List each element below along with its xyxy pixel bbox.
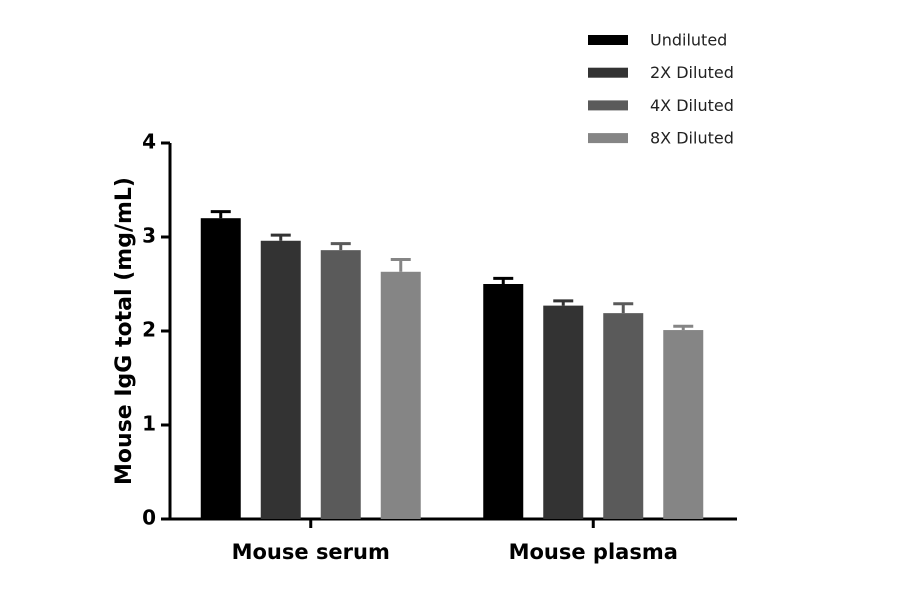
x-tick-label: Mouse plasma — [509, 540, 678, 564]
y-tick-label: 3 — [142, 224, 156, 248]
bar — [320, 250, 361, 519]
legend-label: 4X Diluted — [650, 96, 734, 115]
legend-swatch — [588, 67, 628, 78]
legend-swatch — [588, 100, 628, 111]
error-bar — [613, 302, 634, 314]
y-tick-label: 0 — [142, 506, 156, 530]
legend-swatch — [588, 35, 628, 45]
bar — [260, 240, 301, 519]
legend-label: 2X Diluted — [650, 63, 734, 82]
x-tick-label: Mouse serum — [232, 540, 390, 564]
bar — [663, 330, 704, 519]
legend-label: 8X Diluted — [650, 129, 734, 148]
error-bar — [330, 242, 351, 251]
y-tick-label: 1 — [142, 412, 156, 436]
bar — [543, 305, 584, 519]
bar — [483, 284, 524, 519]
error-bar — [210, 210, 231, 219]
legend-swatch — [588, 133, 628, 144]
y-tick-label: 4 — [142, 130, 156, 154]
error-bar — [673, 324, 694, 331]
error-bar — [553, 299, 574, 306]
error-bar — [493, 276, 514, 284]
legend-label: Undiluted — [650, 31, 727, 50]
bar — [603, 313, 644, 519]
error-bar — [270, 233, 291, 241]
error-bar — [390, 258, 411, 272]
y-tick-label: 2 — [142, 318, 156, 342]
y-axis-title: Mouse IgG total (mg/mL) — [112, 177, 137, 485]
bar — [380, 271, 421, 519]
bar — [200, 218, 241, 519]
